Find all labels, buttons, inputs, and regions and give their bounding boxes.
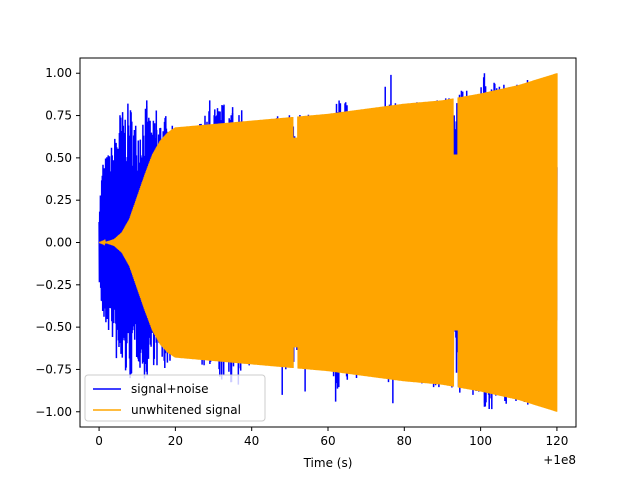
x-tick-label: 20: [168, 434, 183, 448]
y-axis: −1.00 −0.75 −0.50 −0.25 0.00 0.25 0.50 0.75 1.00: [35, 66, 80, 419]
series-layer: [98, 73, 558, 412]
y-tick-label: −0.75: [35, 362, 72, 376]
x-axis: 0 20 40 60 80 100 120: [95, 427, 568, 448]
y-tick-label: 0.25: [45, 193, 72, 207]
x-tick-label: 0: [95, 434, 103, 448]
x-tick-label: 60: [320, 434, 335, 448]
x-tick-label: 40: [244, 434, 259, 448]
y-tick-label: 0.00: [45, 236, 72, 250]
series-unwhitened-signal: [99, 73, 558, 412]
y-tick-label: −0.50: [35, 320, 72, 334]
y-tick-label: 0.75: [45, 109, 72, 123]
legend-box: [84, 374, 266, 422]
legend: signal+noise unwhitened signal: [84, 374, 266, 422]
legend-label: unwhitened signal: [131, 403, 241, 417]
x-axis-label: Time (s): [303, 456, 353, 470]
y-tick-label: 1.00: [45, 66, 72, 80]
x-tick-label: 100: [469, 434, 492, 448]
x-tick-label: 120: [545, 434, 568, 448]
legend-label: signal+noise: [131, 382, 208, 396]
x-tick-label: 80: [397, 434, 412, 448]
series-line: [99, 73, 558, 412]
y-tick-label: −1.00: [35, 405, 72, 419]
y-tick-label: 0.50: [45, 151, 72, 165]
y-tick-label: −0.25: [35, 278, 72, 292]
x-axis-offset-label: +1e8: [543, 453, 576, 467]
